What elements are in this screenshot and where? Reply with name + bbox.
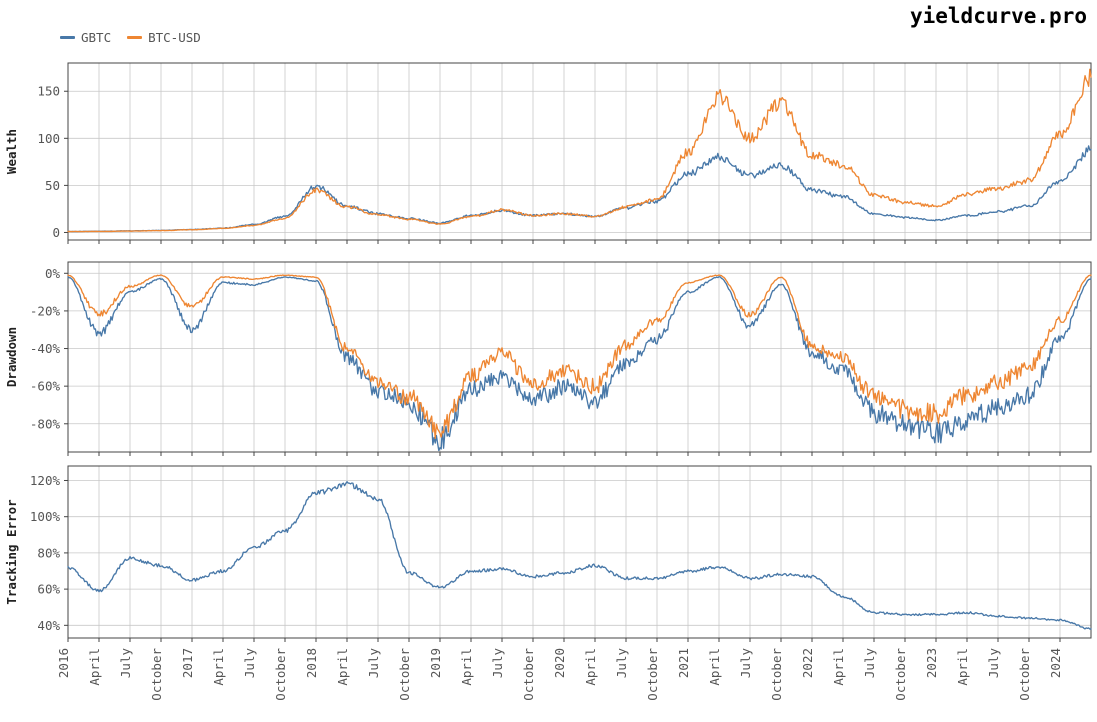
x-tick-label: April — [955, 648, 970, 686]
y-axis-label: Tracking Error — [4, 499, 19, 605]
x-tick-label: July — [366, 648, 381, 679]
series-line-btc-usd — [67, 274, 1092, 440]
y-tick-label: 150 — [37, 84, 60, 99]
x-tick-label: October — [397, 648, 412, 701]
panel-frame — [67, 465, 1092, 639]
x-tick-label: 2019 — [428, 648, 443, 678]
y-tick-label: 100% — [30, 509, 61, 524]
x-tick-label: July — [986, 648, 1001, 679]
x-tick-label: April — [87, 648, 102, 686]
series-line-btc-usd — [67, 68, 1092, 233]
y-tick-label: -60% — [30, 379, 61, 394]
x-tick-label: October — [893, 648, 908, 701]
y-tick-label: 0% — [45, 266, 61, 281]
y-tick-label: 50 — [45, 178, 60, 193]
x-tick-label: July — [490, 648, 505, 679]
legend-label-btc-usd: BTC-USD — [148, 30, 201, 45]
legend-item-gbtc[interactable]: GBTC — [60, 30, 111, 45]
x-tick-label: July — [242, 648, 257, 679]
y-axis-label: Wealth — [4, 129, 19, 174]
x-tick-label: July — [738, 648, 753, 679]
x-tick-label: October — [645, 648, 660, 701]
panel-background — [68, 262, 1091, 452]
y-tick-label: 100 — [37, 131, 60, 146]
x-tick-label: July — [118, 648, 133, 679]
x-tick-label: 2017 — [180, 648, 195, 678]
y-tick-label: 60% — [37, 582, 60, 597]
legend-swatch-gbtc — [60, 36, 75, 39]
legend-item-btc-usd[interactable]: BTC-USD — [127, 30, 201, 45]
panel-frame — [67, 62, 1092, 241]
legend-swatch-btc-usd — [127, 36, 143, 39]
y-tick-label: 40% — [37, 618, 60, 633]
panel-1-wealth: 0 50 100 150 Wealth — [4, 62, 1092, 244]
x-tick-label: April — [459, 648, 474, 686]
x-tick-label: 2018 — [304, 648, 319, 678]
panel-background — [68, 466, 1091, 638]
x-tick-label: October — [149, 648, 164, 701]
panel-2-drawdown: 0% -20% -40% -60% -80% Drawdown — [4, 261, 1092, 456]
panel-background — [68, 63, 1091, 240]
x-tick-label: 2023 — [924, 648, 939, 678]
y-tick-label: -80% — [30, 416, 61, 431]
series-line-tracking-error — [67, 481, 1092, 630]
series-line-gbtc — [67, 276, 1092, 452]
y-tick-label: 80% — [37, 545, 60, 560]
x-tick-label: 2021 — [676, 648, 691, 678]
x-tick-label: 2020 — [552, 648, 567, 678]
site-watermark: yieldcurve.pro — [909, 4, 1087, 28]
x-tick-label: 2016 — [56, 648, 71, 678]
x-tick-label: October — [769, 648, 784, 701]
x-tick-label: July — [862, 648, 877, 679]
y-tick-label: 0 — [52, 225, 60, 240]
y-tick-label: -40% — [30, 341, 61, 356]
x-tick-label: April — [583, 648, 598, 686]
x-tick-label: April — [707, 648, 722, 686]
y-tick-label: 120% — [30, 473, 61, 488]
x-tick-label: April — [335, 648, 350, 686]
x-tick-label: October — [1017, 648, 1032, 701]
x-tick-label: October — [521, 648, 536, 701]
y-tick-label: -20% — [30, 303, 61, 318]
panel-3-tracking-error: 40% 60% 80% 100% 120% Tracking Error — [4, 465, 1092, 642]
x-tick-label: 2024 — [1048, 648, 1063, 678]
panel-frame — [67, 261, 1092, 453]
x-tick-label: July — [614, 648, 629, 679]
x-tick-label: April — [831, 648, 846, 686]
chart-legend: GBTC BTC-USD — [60, 30, 201, 45]
x-tick-label: October — [273, 648, 288, 701]
y-axis-label: Drawdown — [4, 327, 19, 387]
legend-label-gbtc: GBTC — [81, 30, 112, 45]
x-tick-label: 2022 — [800, 648, 815, 678]
x-tick-label: April — [211, 648, 226, 686]
